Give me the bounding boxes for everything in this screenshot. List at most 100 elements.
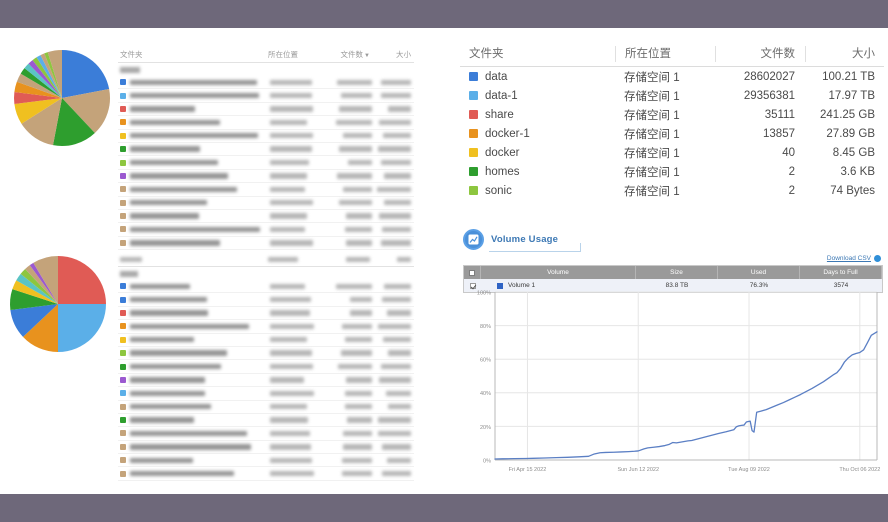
column-header-count[interactable]: 文件数	[715, 46, 805, 62]
column-header-name[interactable]: 文件夹	[120, 50, 143, 59]
table-row[interactable]	[118, 467, 414, 481]
table-row[interactable]	[118, 454, 414, 468]
table-row[interactable]	[118, 197, 414, 210]
svg-text:Tue Aug 09 2022: Tue Aug 09 2022	[728, 467, 770, 473]
table-row[interactable]	[118, 237, 414, 251]
color-swatch-icon	[120, 159, 126, 166]
table-row[interactable]	[118, 223, 414, 237]
table-row[interactable]: docker-1 存储空间 1 13857 27.89 GB	[460, 124, 884, 143]
cell-name	[130, 404, 270, 410]
table-row[interactable]	[118, 414, 414, 428]
cell-size	[372, 92, 414, 99]
color-swatch-icon	[120, 283, 126, 290]
cell-location: 存储空间 1	[624, 185, 680, 198]
cell-count	[328, 417, 372, 423]
cell-location	[270, 377, 328, 383]
cell-count	[328, 92, 372, 99]
folder-table-1: 文件夹 所在位置 文件数▼ 大小	[118, 44, 414, 251]
tab-volume-usage[interactable]: Volume Usage	[463, 226, 581, 252]
cell-size: 241.25 GB	[820, 108, 875, 121]
cell-count	[328, 470, 372, 477]
table-row[interactable]	[118, 307, 414, 321]
color-swatch-icon	[120, 199, 126, 206]
cell-used: 76.3%	[749, 282, 769, 289]
table-row[interactable]	[118, 374, 414, 388]
color-swatch-icon	[120, 376, 126, 383]
cell-location	[270, 470, 328, 477]
cell-location	[270, 296, 328, 303]
cell-location	[270, 350, 328, 356]
table-row[interactable]	[118, 347, 414, 361]
cell-size	[372, 173, 414, 179]
cell-location: 存储空间 1	[624, 128, 680, 141]
column-header-volume[interactable]: Volume	[481, 266, 636, 279]
cell-size: 83.8 TB	[665, 282, 689, 289]
download-csv-link[interactable]: Download CSV	[826, 255, 871, 262]
table-row[interactable]	[118, 320, 414, 334]
cell-size: 74 Bytes	[830, 184, 875, 197]
cell-size	[372, 133, 414, 139]
table-row[interactable]	[118, 334, 414, 347]
table-row[interactable]	[118, 103, 414, 117]
table-row[interactable]	[118, 170, 414, 184]
cell-count	[328, 404, 372, 410]
color-swatch-icon	[120, 226, 126, 233]
row-checkbox[interactable]	[464, 279, 481, 292]
cell-size	[372, 390, 414, 397]
table-row[interactable]: docker 存储空间 1 40 8.45 GB	[460, 143, 884, 162]
table-row[interactable]	[118, 360, 414, 374]
download-circle-icon[interactable]	[874, 255, 881, 262]
column-header-name[interactable]: 文件夹	[469, 48, 504, 60]
cell-days-to-full: 3574	[833, 282, 849, 289]
cell-count	[328, 283, 372, 289]
table-row[interactable]	[118, 89, 414, 103]
table-row[interactable]: data 存储空间 1 28602027 100.21 TB	[460, 67, 884, 86]
cell-name	[130, 417, 270, 423]
table-row[interactable]	[118, 210, 414, 224]
svg-text:Sun Jun 12 2022: Sun Jun 12 2022	[617, 467, 659, 473]
table-row[interactable]	[118, 427, 414, 441]
table-row[interactable]: homes 存储空间 1 2 3.6 KB	[460, 162, 884, 181]
volume-table-row[interactable]: Volume 1 83.8 TB 76.3% 3574	[464, 279, 882, 292]
sort-caret-icon: ▼	[364, 53, 370, 59]
svg-text:80%: 80%	[480, 324, 491, 330]
cell-location: 存储空间 1	[624, 90, 680, 103]
cell-name	[130, 146, 270, 152]
table-row[interactable]: share 存储空间 1 35111 241.25 GB	[460, 105, 884, 124]
table-row[interactable]: data-1 存储空间 1 29356381 17.97 TB	[460, 86, 884, 105]
table-row[interactable]	[118, 387, 414, 401]
table-row[interactable]	[118, 143, 414, 157]
column-header-location[interactable]: 所在位置	[268, 50, 298, 59]
cell-size	[372, 106, 414, 112]
cell-count	[328, 350, 372, 356]
table-row[interactable]	[118, 156, 414, 170]
column-header-size[interactable]: 大小	[805, 46, 884, 62]
column-header-location[interactable]	[268, 255, 326, 264]
table-row[interactable]	[118, 183, 414, 197]
table-row[interactable]	[118, 280, 414, 294]
table-row[interactable]: sonic 存储空间 1 2 74 Bytes	[460, 181, 884, 200]
color-swatch-icon	[469, 167, 478, 176]
cell-count	[328, 173, 372, 179]
color-swatch-icon	[497, 282, 503, 289]
cell-name	[130, 444, 270, 450]
table-row[interactable]	[118, 441, 414, 455]
column-header-name[interactable]	[118, 255, 268, 264]
column-header-size[interactable]	[370, 255, 414, 264]
color-swatch-icon	[120, 92, 126, 99]
table-row[interactable]	[118, 130, 414, 143]
column-header-location[interactable]: 所在位置	[615, 46, 715, 62]
column-header-count[interactable]: 文件数▼	[340, 50, 370, 59]
table-row[interactable]	[118, 401, 414, 414]
column-header-size[interactable]: Size	[636, 266, 718, 279]
column-header-count[interactable]	[326, 255, 370, 264]
table-row[interactable]	[118, 76, 414, 90]
cell-name: data-1	[460, 90, 615, 102]
column-header-days-to-full[interactable]: Days to Full	[800, 266, 882, 279]
column-header-used[interactable]: Used	[718, 266, 800, 279]
folder-table-1-subheader	[118, 63, 414, 76]
table-row[interactable]	[118, 116, 414, 130]
column-header-size[interactable]: 大小	[396, 50, 411, 59]
select-all-checkbox[interactable]	[464, 266, 481, 279]
table-row[interactable]	[118, 293, 414, 307]
